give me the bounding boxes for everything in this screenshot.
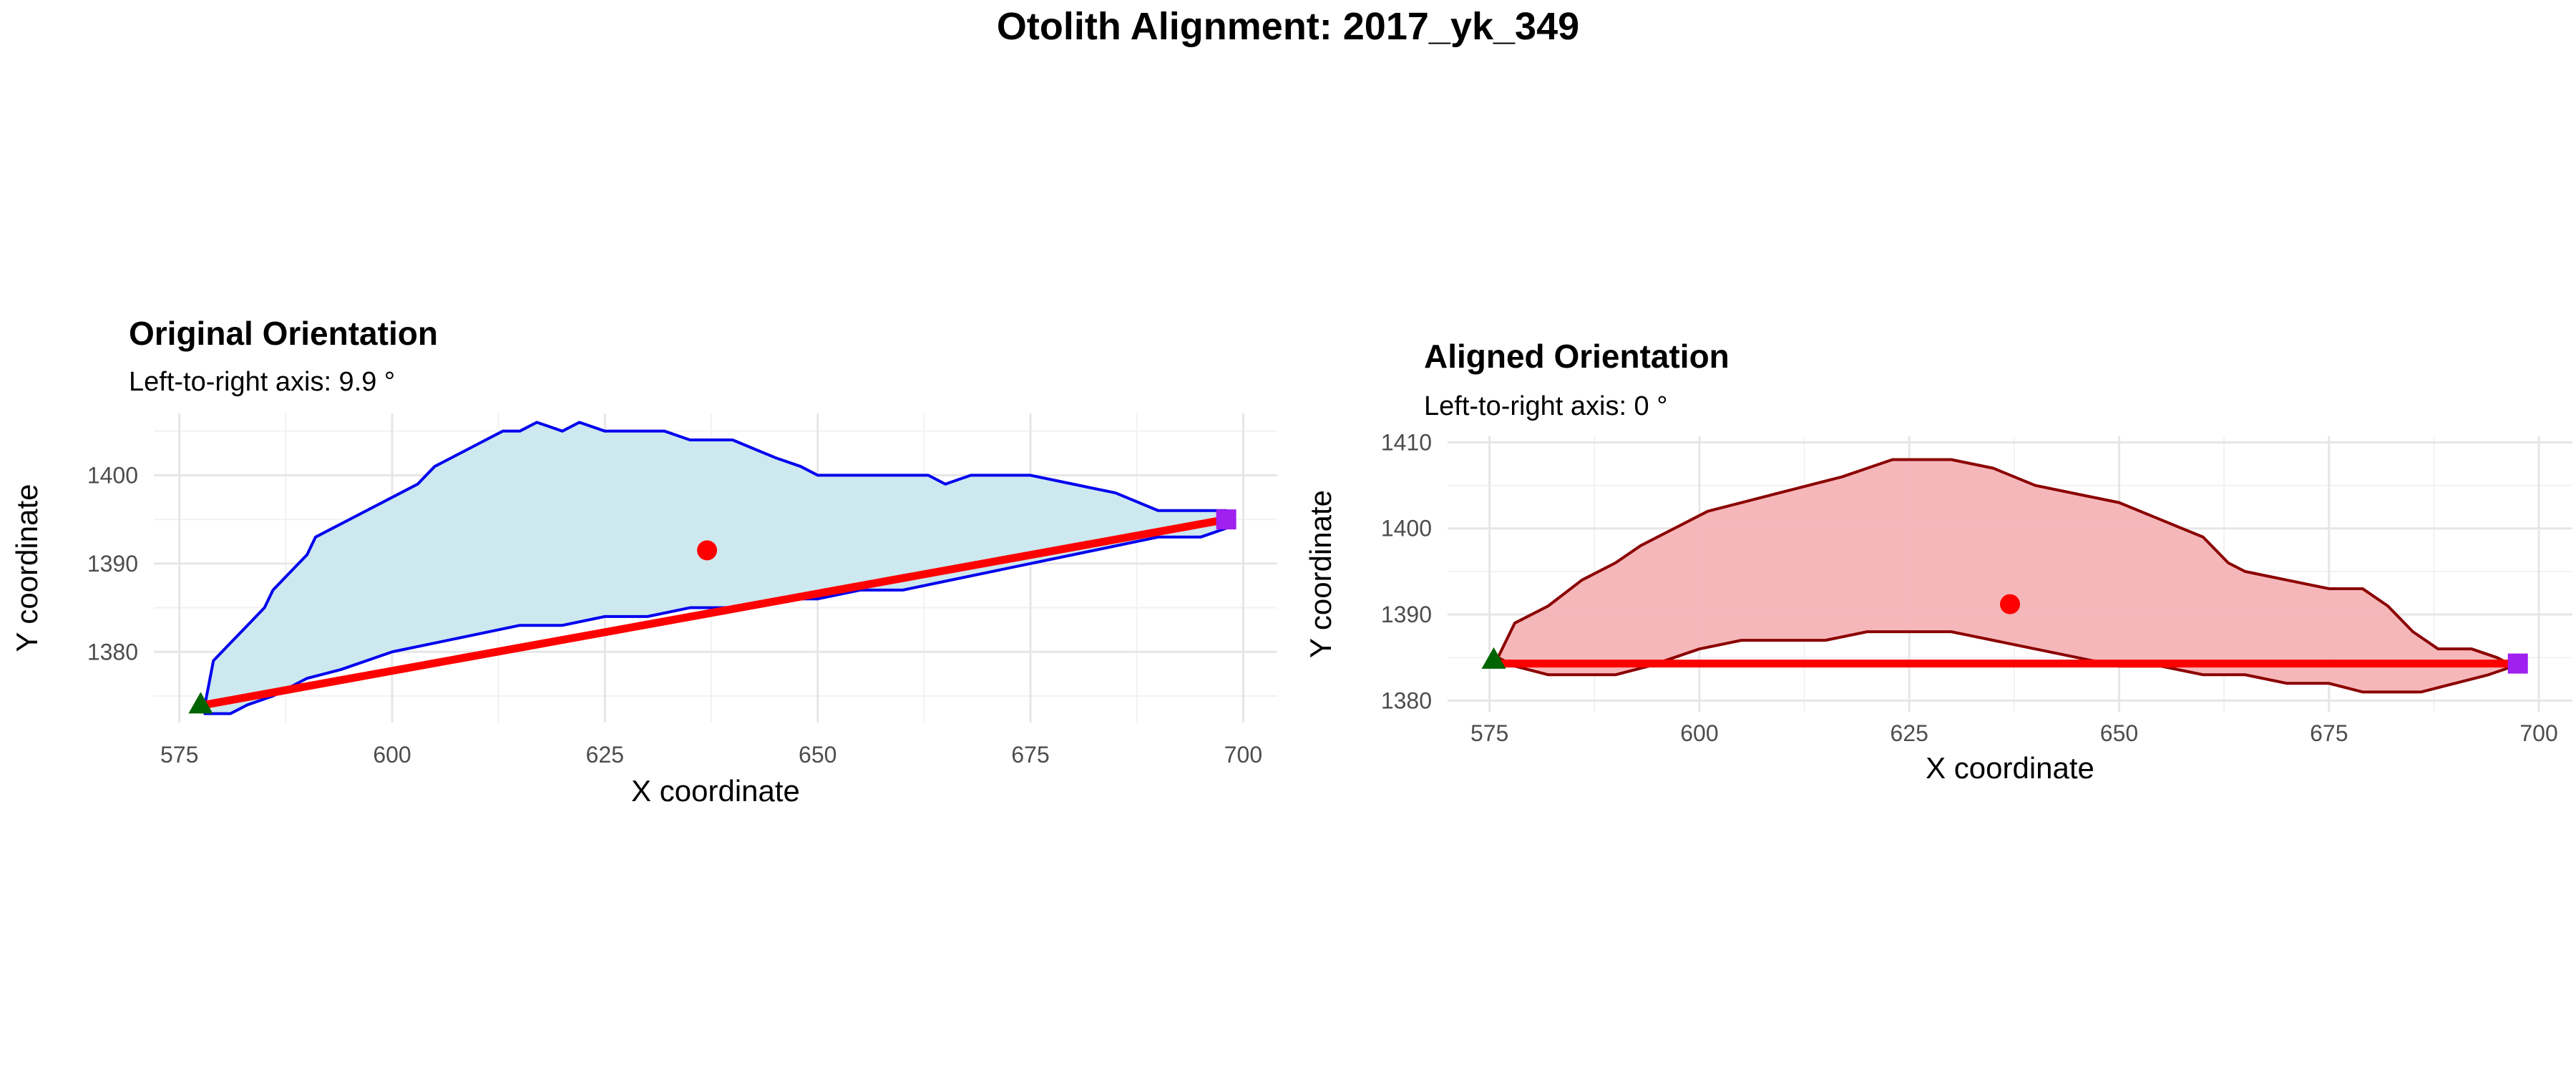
start-point-marker [1481,647,1506,669]
start-point-marker [188,692,213,714]
y-tick-label: 1390 [87,551,138,577]
centroid-point [697,540,718,561]
panel-subtitle: Left-to-right axis: 9.9 ° [129,367,395,397]
otolith-outline [203,421,1228,715]
panel-aligned: 575 600 625 650 675 700 1380 1390 1400 1410 Aligne… [1304,338,2572,785]
panel-title: Original Orientation [129,315,438,352]
x-tick-label: 600 [373,742,411,768]
y-tick-label: 1390 [1381,602,1432,627]
x-tick-label: 600 [1680,720,1718,746]
panel-subtitle: Left-to-right axis: 0 ° [1424,391,1667,421]
x-tick-label: 675 [2310,720,2348,746]
x-tick-label: 700 [1224,742,1262,768]
x-tick-label: 575 [160,742,198,768]
y-tick-label: 1410 [1381,429,1432,455]
panel-title: Aligned Orientation [1424,338,1729,375]
y-axis-label: Y coordinate [1304,490,1337,658]
panel-original: 575 600 625 650 675 700 1380 1390 1400 Original O… [10,315,1277,808]
otolith-outline [1496,458,2515,694]
y-tick-label: 1400 [1381,516,1432,542]
y-tick-label: 1380 [1381,687,1432,713]
left-right-axis-line [204,515,1227,709]
y-tick-label: 1380 [87,639,138,665]
x-tick-label: 575 [1470,720,1508,746]
x-tick-label: 650 [2100,720,2138,746]
x-tick-label: 650 [799,742,836,768]
y-tick-label: 1400 [87,462,138,488]
x-tick-label: 625 [1890,720,1928,746]
y-axis-label: Y coordinate [10,484,44,652]
end-point-marker [2507,653,2528,674]
x-tick-label: 675 [1011,742,1049,768]
x-tick-label: 700 [2519,720,2557,746]
x-tick-label: 625 [586,742,624,768]
centroid-point [2000,594,2020,614]
x-axis-label: X coordinate [631,774,800,808]
x-axis-label: X coordinate [1926,751,2094,785]
figure-title: Otolith Alignment: 2017_yk_349 [996,5,1580,48]
end-point-marker [1216,509,1236,530]
